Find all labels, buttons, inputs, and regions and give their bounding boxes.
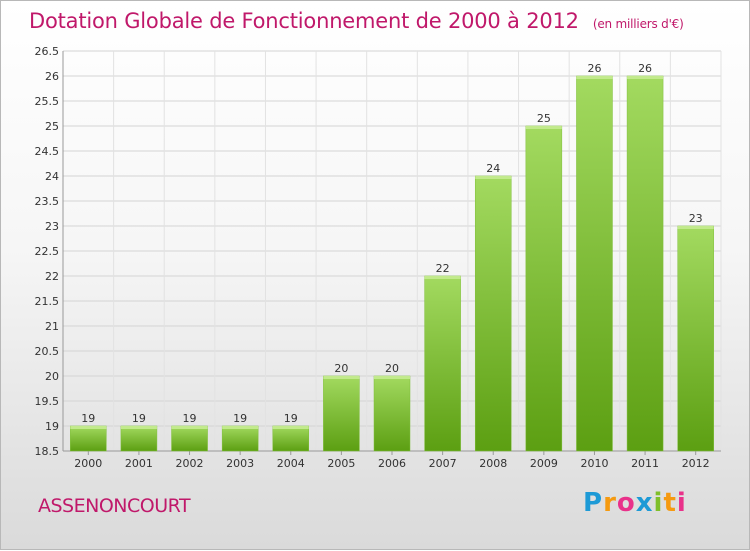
data-label: 25 bbox=[537, 112, 551, 125]
bar-2004[interactable] bbox=[272, 425, 310, 452]
bar-highlight bbox=[576, 76, 613, 79]
bar-highlight bbox=[475, 176, 512, 179]
data-label: 20 bbox=[334, 362, 348, 375]
y-tick-label: 26.5 bbox=[35, 45, 60, 58]
proxiti-logo[interactable]: Proxiti bbox=[583, 488, 687, 518]
bar-2011[interactable] bbox=[626, 75, 664, 452]
x-tick-label: 2006 bbox=[378, 457, 406, 470]
y-tick-label: 21 bbox=[45, 320, 59, 333]
bar-2008[interactable] bbox=[474, 175, 512, 452]
bar-highlight bbox=[424, 276, 461, 279]
x-tick-label: 2009 bbox=[530, 457, 558, 470]
bar-highlight bbox=[70, 426, 107, 429]
chart-title-text: Dotation Globale de Fonctionnement de 20… bbox=[29, 9, 579, 33]
bar-highlight bbox=[171, 426, 208, 429]
bar-2010[interactable] bbox=[576, 75, 613, 452]
y-tick-label: 23.5 bbox=[35, 195, 60, 208]
data-label: 19 bbox=[233, 412, 247, 425]
y-tick-label: 22.5 bbox=[35, 245, 60, 258]
x-tick-label: 2010 bbox=[580, 457, 608, 470]
bar-highlight bbox=[120, 426, 157, 429]
bar-2003[interactable] bbox=[221, 425, 259, 452]
y-tick-label: 24.5 bbox=[35, 145, 60, 158]
x-tick-label: 2012 bbox=[682, 457, 710, 470]
y-tick-label: 25 bbox=[45, 120, 59, 133]
y-tick-label: 25.5 bbox=[35, 95, 60, 108]
x-tick-label: 2002 bbox=[176, 457, 204, 470]
y-tick-label: 19.5 bbox=[35, 395, 60, 408]
x-tick-label: 2008 bbox=[479, 457, 507, 470]
chart-title: Dotation Globale de Fonctionnement de 20… bbox=[29, 9, 684, 33]
y-tick-label: 26 bbox=[45, 70, 59, 83]
bar-highlight bbox=[374, 376, 410, 379]
bar-highlight bbox=[222, 426, 259, 429]
bar-highlight bbox=[627, 76, 664, 79]
y-tick-label: 21.5 bbox=[35, 295, 60, 308]
data-label: 19 bbox=[81, 412, 95, 425]
y-tick-label: 20 bbox=[45, 370, 59, 383]
bars bbox=[70, 75, 714, 452]
bar-2009[interactable] bbox=[525, 125, 563, 452]
x-tick-label: 2005 bbox=[327, 457, 355, 470]
y-tick-label: 18.5 bbox=[35, 445, 60, 458]
x-tick-label: 2007 bbox=[429, 457, 457, 470]
commune-name: ASSENONCOURT bbox=[38, 495, 191, 517]
bar-highlight bbox=[323, 376, 360, 379]
x-tick-label: 2011 bbox=[631, 457, 659, 470]
axes: 18.5 19 19.5 20 20.5 21 21.5 22 22.5 23 23.5 24 24.5… bbox=[35, 45, 721, 470]
data-label: 26 bbox=[638, 62, 652, 75]
data-label: 24 bbox=[486, 162, 500, 175]
bar-highlight bbox=[272, 426, 309, 429]
y-tick-label: 19 bbox=[45, 420, 59, 433]
bar-highlight bbox=[525, 126, 562, 129]
data-label: 23 bbox=[689, 212, 703, 225]
bar-highlight bbox=[677, 226, 714, 229]
data-label: 19 bbox=[183, 412, 197, 425]
data-label: 19 bbox=[132, 412, 146, 425]
x-tick-label: 2004 bbox=[277, 457, 305, 470]
data-labels: 19 19 19 19 19 20 20 22 24 25 26 26 23 bbox=[81, 62, 702, 425]
chart-subtitle: (en milliers d'€) bbox=[592, 17, 684, 31]
data-label: 19 bbox=[284, 412, 298, 425]
bar-2005[interactable] bbox=[323, 375, 360, 452]
y-tick-label: 23 bbox=[45, 220, 59, 233]
data-label: 26 bbox=[587, 62, 601, 75]
bar-2002[interactable] bbox=[171, 425, 208, 452]
y-tick-label: 24 bbox=[45, 170, 59, 183]
y-tick-label: 20.5 bbox=[35, 345, 60, 358]
bar-2000[interactable] bbox=[70, 425, 107, 452]
bar-2006[interactable] bbox=[373, 375, 411, 452]
data-label: 20 bbox=[385, 362, 399, 375]
x-tick-label: 2000 bbox=[74, 457, 102, 470]
data-label: 22 bbox=[436, 262, 450, 275]
x-tick-label: 2001 bbox=[125, 457, 153, 470]
bar-2007[interactable] bbox=[424, 275, 461, 452]
y-tick-label: 22 bbox=[45, 270, 59, 283]
x-tick-label: 2003 bbox=[226, 457, 254, 470]
bar-2001[interactable] bbox=[120, 425, 158, 452]
bar-2012[interactable] bbox=[677, 225, 714, 452]
